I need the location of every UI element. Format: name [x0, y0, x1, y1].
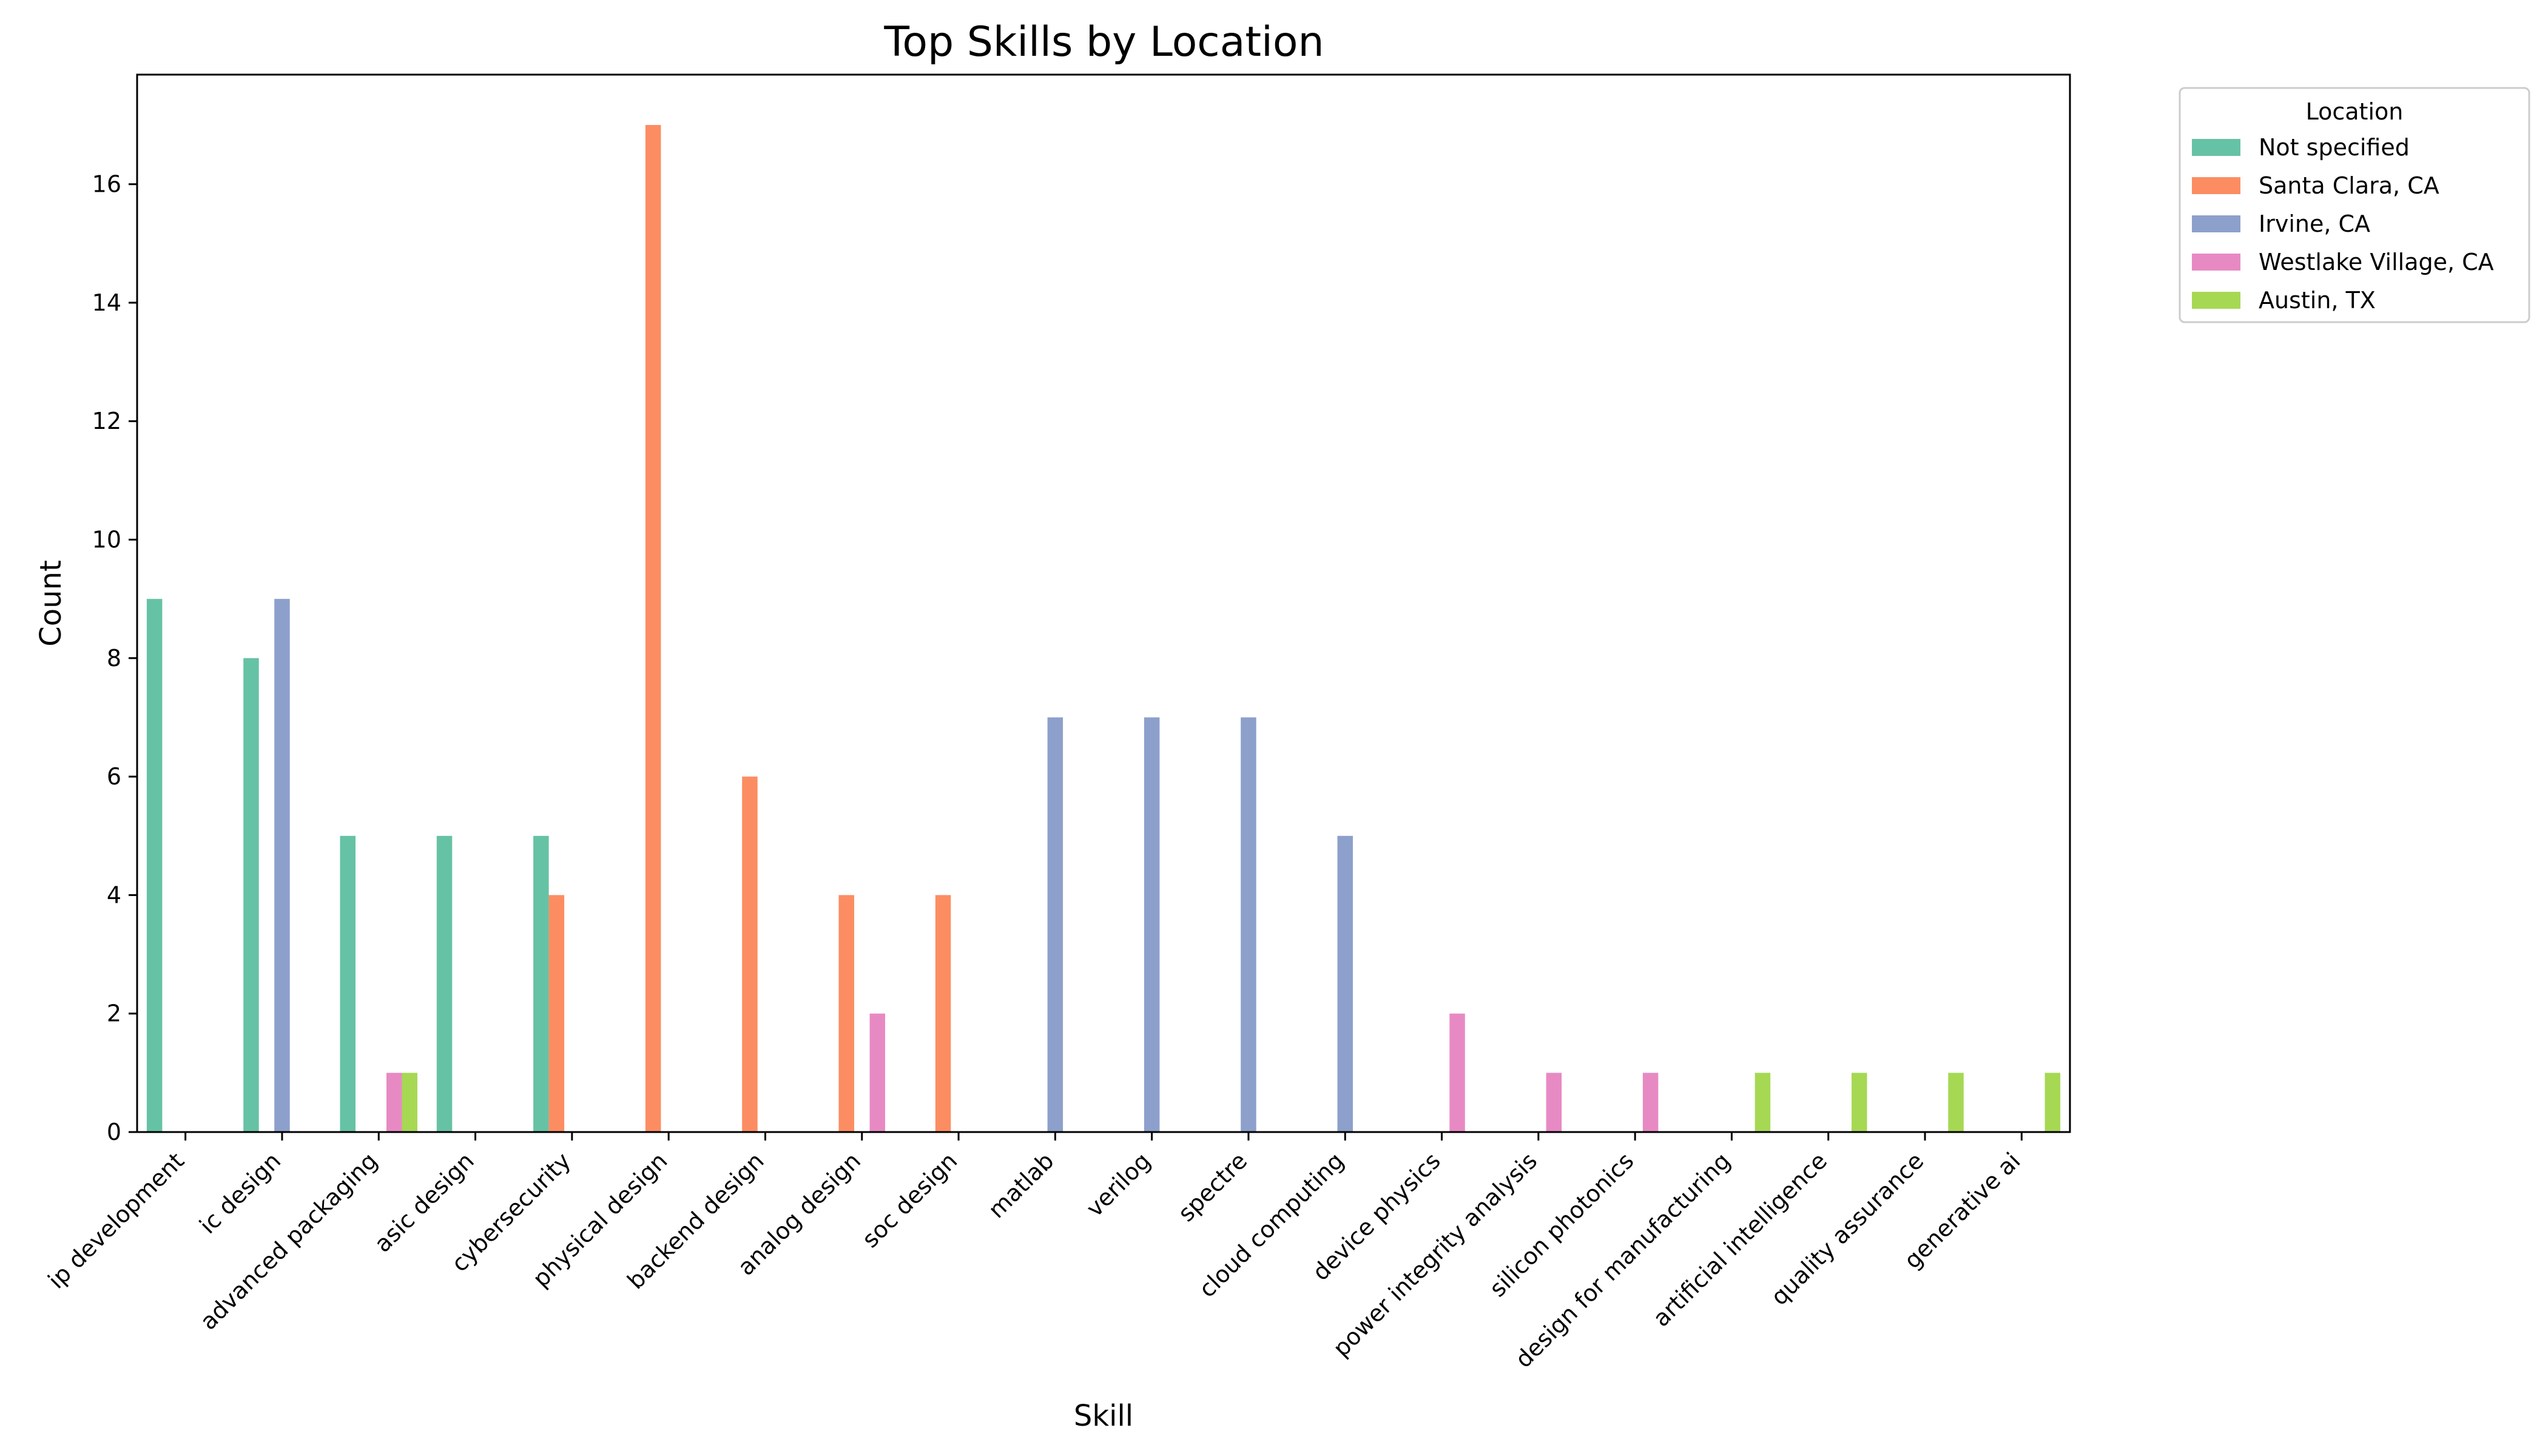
- bar-santa-clara-ca-soc-design: [935, 895, 951, 1132]
- legend-label-not-specified: Not specified: [2259, 134, 2410, 161]
- bar-irvine-ca-verilog: [1144, 717, 1160, 1132]
- bar-austin-tx-generative-ai: [2044, 1073, 2061, 1132]
- y-tick-label: 4: [107, 881, 121, 908]
- legend-swatch-santa-clara-ca: [2192, 177, 2240, 194]
- y-tick-label: 2: [107, 1000, 121, 1027]
- legend-swatch-not-specified: [2192, 139, 2240, 156]
- y-tick-label: 10: [92, 527, 121, 553]
- bar-irvine-ca-cloud-computing: [1337, 835, 1353, 1132]
- bar-austin-tx-advanced-packaging: [402, 1073, 417, 1132]
- bar-not-specified-ip-development: [146, 599, 163, 1132]
- chart-title: Top Skills by Location: [883, 18, 1324, 66]
- bar-not-specified-cybersecurity: [533, 835, 549, 1132]
- legend-label-santa-clara-ca: Santa Clara, CA: [2259, 172, 2439, 199]
- bar-irvine-ca-matlab: [1047, 717, 1063, 1132]
- y-tick-label: 0: [107, 1119, 121, 1145]
- bar-westlake-village-ca-silicon-photonics: [1642, 1073, 1659, 1132]
- legend-swatch-austin-tx: [2192, 292, 2240, 309]
- y-tick-label: 8: [107, 645, 121, 672]
- x-axis-title: Skill: [1074, 1399, 1133, 1433]
- legend-swatch-irvine-ca: [2192, 215, 2240, 232]
- y-axis-title: Count: [34, 560, 68, 647]
- bar-santa-clara-ca-analog-design: [838, 895, 854, 1132]
- bar-not-specified-asic-design: [436, 835, 453, 1132]
- bar-santa-clara-ca-cybersecurity: [548, 895, 565, 1132]
- bar-westlake-village-ca-device-physics: [1449, 1013, 1465, 1132]
- bar-santa-clara-ca-backend-design: [742, 777, 758, 1132]
- bar-santa-clara-ca-physical-design: [645, 125, 661, 1132]
- legend-swatch-westlake-village-ca: [2192, 254, 2240, 271]
- bar-austin-tx-quality-assurance: [1948, 1073, 1964, 1132]
- bar-not-specified-advanced-packaging: [340, 835, 356, 1132]
- y-tick-label: 6: [107, 763, 121, 790]
- legend: Location Not specified Santa Clara, CA Irv…: [2179, 87, 2530, 323]
- bar-austin-tx-artificial-intelligence: [1852, 1073, 1867, 1132]
- bar-irvine-ca-ic-design: [274, 599, 290, 1132]
- legend-label-irvine-ca: Irvine, CA: [2259, 211, 2370, 237]
- y-tick-label: 16: [92, 171, 121, 198]
- bar-westlake-village-ca-advanced-packaging: [386, 1073, 402, 1132]
- bar-not-specified-ic-design: [243, 658, 259, 1132]
- bar-westlake-village-ca-power-integrity-analysis: [1546, 1073, 1562, 1132]
- legend-box: [2179, 87, 2530, 323]
- legend-title: Location: [2306, 98, 2404, 125]
- y-tick-label: 12: [92, 408, 121, 434]
- legend-label-austin-tx: Austin, TX: [2259, 287, 2376, 314]
- plot-frame: [136, 73, 2071, 1133]
- bar-westlake-village-ca-analog-design: [869, 1013, 885, 1132]
- legend-label-westlake-village-ca: Westlake Village, CA: [2259, 249, 2494, 275]
- y-tick-label: 14: [92, 289, 121, 316]
- bar-irvine-ca-spectre: [1241, 717, 1256, 1132]
- bar-austin-tx-design-for-manufacturing: [1754, 1073, 1771, 1132]
- plot-area: [146, 125, 2061, 1132]
